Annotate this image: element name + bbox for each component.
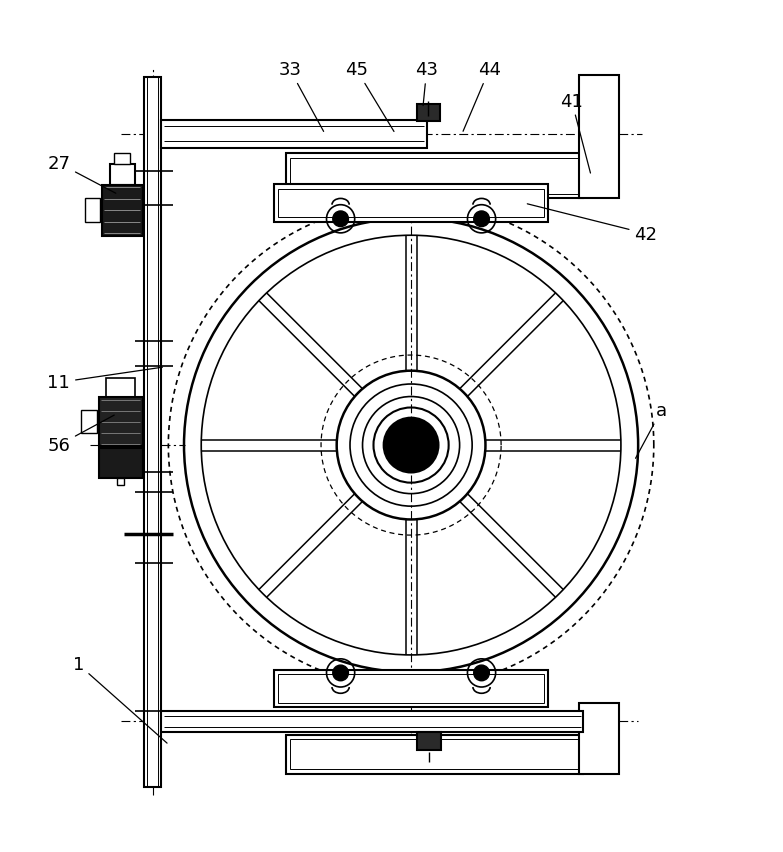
Circle shape [333, 211, 348, 227]
Bar [81, 411, 97, 434]
Text: 41: 41 [560, 93, 590, 174]
Circle shape [333, 665, 348, 681]
Text: 11: 11 [47, 368, 162, 392]
Bar [579, 704, 619, 774]
Text: 42: 42 [527, 204, 658, 244]
Bar [417, 105, 440, 122]
Bar [290, 158, 579, 194]
Bar [274, 185, 548, 222]
Bar [144, 78, 161, 787]
Bar [117, 478, 124, 486]
Bar [417, 733, 441, 750]
Bar [114, 153, 130, 165]
Bar [161, 711, 583, 733]
Text: 44: 44 [463, 61, 501, 132]
Circle shape [474, 665, 489, 681]
Text: 43: 43 [415, 61, 438, 106]
Text: a: a [636, 401, 667, 458]
Bar [99, 397, 143, 446]
Bar [274, 670, 548, 707]
Bar [110, 165, 135, 186]
Bar [161, 121, 427, 148]
Bar [278, 190, 544, 218]
Bar [286, 154, 583, 199]
Circle shape [474, 211, 489, 227]
Text: 56: 56 [47, 416, 114, 454]
Text: 33: 33 [278, 61, 323, 132]
Bar [106, 378, 135, 397]
Text: 27: 27 [47, 155, 116, 194]
Text: 45: 45 [345, 61, 394, 132]
Bar [99, 448, 143, 478]
Bar [290, 740, 579, 769]
Bar [278, 675, 544, 703]
Bar [286, 735, 583, 774]
Circle shape [384, 418, 438, 473]
Text: 1: 1 [73, 655, 167, 743]
Bar [102, 186, 143, 236]
Bar [579, 76, 619, 199]
Bar [85, 199, 100, 222]
